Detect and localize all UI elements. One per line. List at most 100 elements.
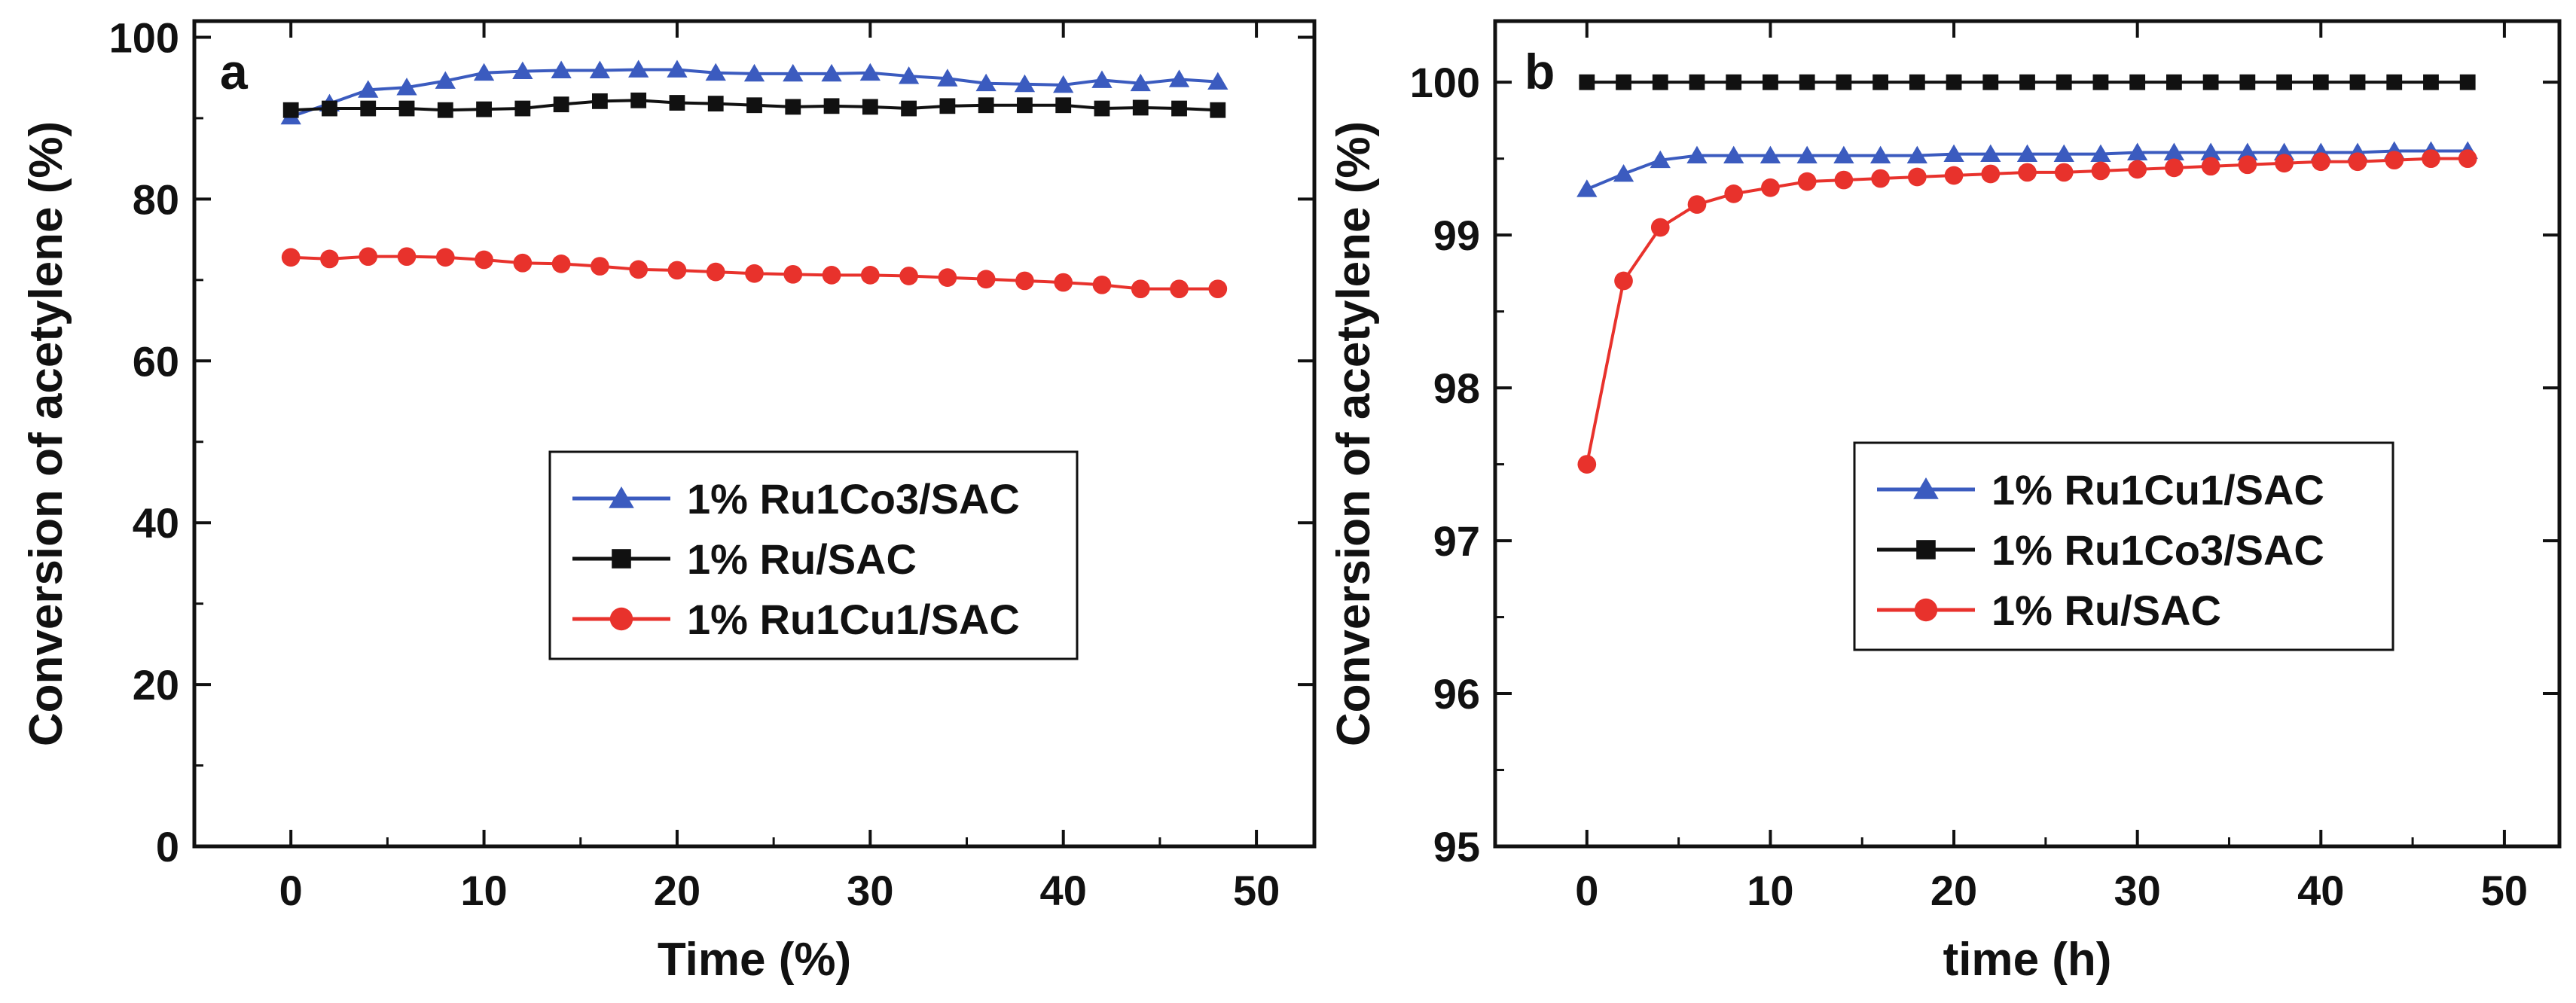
- data-point: [397, 247, 417, 267]
- legend-label: 1% Ru/SAC: [687, 535, 917, 583]
- data-point: [937, 69, 958, 87]
- data-point: [358, 80, 379, 98]
- data-point: [822, 266, 841, 285]
- data-point: [2275, 154, 2294, 173]
- y-tick-label: 20: [133, 661, 179, 709]
- data-point: [1131, 279, 1150, 299]
- data-point: [1130, 73, 1151, 92]
- legend-marker: [609, 486, 634, 508]
- data-point: [1907, 167, 1927, 187]
- data-point: [1689, 74, 1705, 90]
- x-tick-label: 10: [460, 867, 507, 914]
- data-point: [2016, 144, 2038, 162]
- y-tick-label: 40: [133, 499, 179, 547]
- data-point: [978, 97, 994, 114]
- legend-marker: [1913, 477, 1939, 499]
- data-point: [859, 62, 881, 81]
- x-tick-label: 0: [279, 867, 303, 914]
- data-point: [2385, 151, 2404, 170]
- data-point: [1650, 150, 1671, 169]
- data-point: [1091, 70, 1113, 88]
- data-point: [1797, 172, 1817, 191]
- data-point: [1576, 179, 1598, 197]
- data-point: [437, 102, 453, 118]
- y-tick-label: 100: [1410, 59, 1480, 106]
- panel-label: a: [220, 44, 249, 99]
- y-tick-label: 97: [1433, 517, 1480, 565]
- data-point: [2056, 74, 2072, 90]
- data-point: [1724, 184, 1744, 203]
- data-point: [1834, 170, 1854, 190]
- data-point: [1207, 72, 1228, 90]
- y-tick-label: 60: [133, 337, 179, 385]
- data-point: [1723, 145, 1744, 164]
- data-point: [281, 248, 301, 267]
- data-point: [1650, 218, 1670, 237]
- panel-label: b: [1525, 44, 1555, 99]
- x-tick-label: 0: [1575, 867, 1598, 914]
- y-tick-label: 100: [109, 14, 179, 61]
- data-point: [667, 261, 687, 280]
- data-point: [1577, 455, 1597, 474]
- y-axis-title: Conversion of acetylene (%): [1328, 121, 1380, 746]
- x-tick-label: 50: [2481, 867, 2528, 914]
- legend-marker: [612, 549, 631, 569]
- data-point: [512, 61, 533, 80]
- data-point: [821, 63, 842, 82]
- data-point: [473, 62, 495, 81]
- data-point: [1981, 164, 2001, 184]
- data-point: [2349, 74, 2366, 90]
- x-axis-title: time (h): [1943, 934, 2112, 986]
- data-point: [589, 60, 611, 78]
- data-point: [707, 96, 724, 111]
- data-point: [1869, 145, 1891, 164]
- data-point: [2091, 161, 2111, 181]
- data-point: [2201, 157, 2220, 176]
- x-tick-label: 10: [1747, 867, 1793, 914]
- data-point: [1015, 271, 1034, 291]
- y-tick-label: 98: [1433, 364, 1480, 412]
- data-point: [1946, 74, 1962, 90]
- legend-box: [1853, 441, 2394, 651]
- data-point: [743, 63, 765, 82]
- data-point: [1726, 74, 1742, 90]
- data-point: [514, 100, 531, 117]
- data-point: [1836, 74, 1852, 90]
- x-tick-label: 40: [2297, 867, 2344, 914]
- data-point: [1579, 74, 1595, 90]
- legend-label: 1% Ru/SAC: [1992, 587, 2221, 634]
- data-point: [1982, 74, 1999, 90]
- data-point: [2128, 160, 2147, 179]
- data-point: [475, 250, 493, 270]
- data-point: [899, 267, 918, 285]
- data-point: [1872, 74, 1889, 90]
- data-point: [1906, 145, 1927, 164]
- data-point: [2237, 142, 2258, 160]
- legend-marker: [1914, 598, 1938, 622]
- data-point: [282, 102, 299, 118]
- y-tick-label: 0: [156, 823, 179, 870]
- y-tick-label: 95: [1433, 823, 1480, 870]
- y-tick-label: 99: [1433, 212, 1480, 259]
- data-point: [2163, 142, 2185, 160]
- legend-label: 1% Ru1Co3/SAC: [1992, 526, 2324, 574]
- data-point: [398, 100, 415, 117]
- data-point: [360, 100, 377, 117]
- series-line: [1585, 157, 2468, 465]
- panel-b: 0 10 20 30 40 50 95 96 97 98 99 100 time (h) Conversi…: [1328, 19, 2562, 986]
- data-point: [435, 71, 456, 89]
- data-point: [1171, 100, 1187, 117]
- data-point: [2090, 144, 2111, 162]
- data-point: [1687, 195, 1707, 214]
- data-point: [1017, 97, 1033, 114]
- data-point: [591, 93, 608, 109]
- data-point: [2386, 74, 2403, 90]
- legend-label: 1% Ru1Cu1/SAC: [687, 596, 1020, 643]
- data-point: [1055, 97, 1072, 114]
- data-point: [901, 100, 917, 117]
- data-point: [2311, 152, 2330, 172]
- data-point: [746, 97, 762, 114]
- data-point: [2054, 163, 2074, 182]
- data-point: [783, 63, 804, 82]
